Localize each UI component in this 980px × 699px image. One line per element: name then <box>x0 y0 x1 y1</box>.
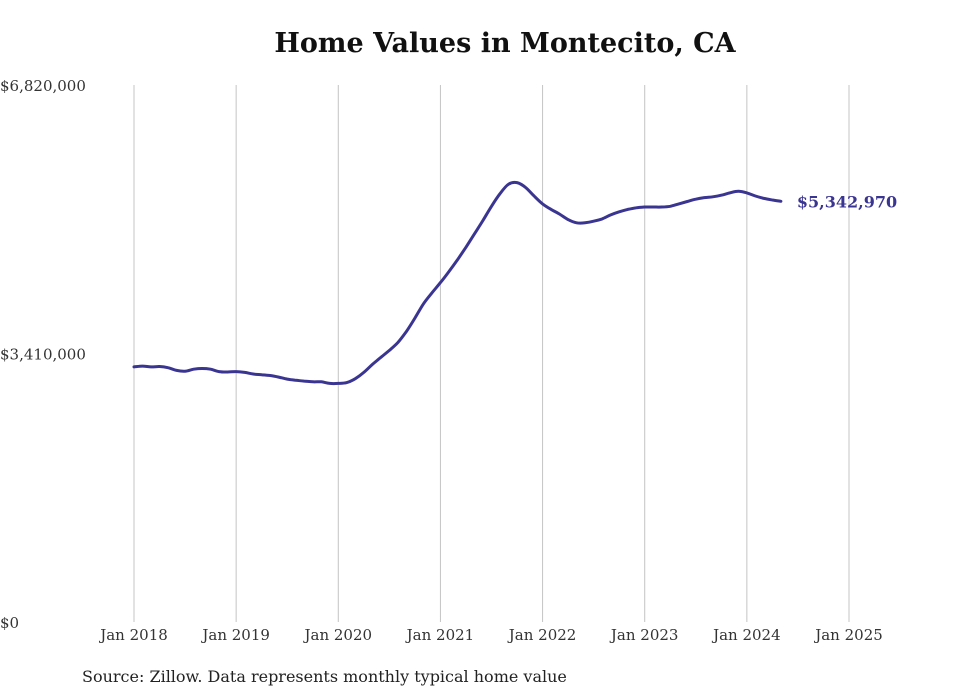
x-tick-label: Jan 2025 <box>813 626 883 644</box>
gridlines <box>133 85 850 622</box>
chart-title: Home Values in Montecito, CA <box>274 28 736 59</box>
x-tick-label: Jan 2022 <box>507 626 577 644</box>
x-tick-label: Jan 2021 <box>405 626 475 644</box>
y-tick-label: $6,820,000 <box>0 77 86 95</box>
y-tick-label: $3,410,000 <box>0 346 86 364</box>
source-note: Source: Zillow. Data represents monthly … <box>82 667 567 686</box>
x-tick-label: Jan 2019 <box>200 626 270 644</box>
x-tick-label: Jan 2024 <box>711 626 781 644</box>
end-label-layer: $5,342,970 <box>797 192 897 211</box>
home-value-series-line <box>132 180 783 386</box>
series-layer <box>132 180 783 386</box>
x-axis-ticks: Jan 2018 Jan 2019 Jan 2020 Jan 2021 Jan 2022… <box>98 626 883 644</box>
y-tick-label: $0 <box>0 614 19 632</box>
y-axis-ticks: $0 $3,410,000 $6,820,000 <box>0 77 86 632</box>
end-value-label: $5,342,970 <box>797 192 897 211</box>
x-tick-label: Jan 2023 <box>609 626 679 644</box>
x-tick-label: Jan 2020 <box>303 626 373 644</box>
x-tick-label: Jan 2018 <box>98 626 168 644</box>
